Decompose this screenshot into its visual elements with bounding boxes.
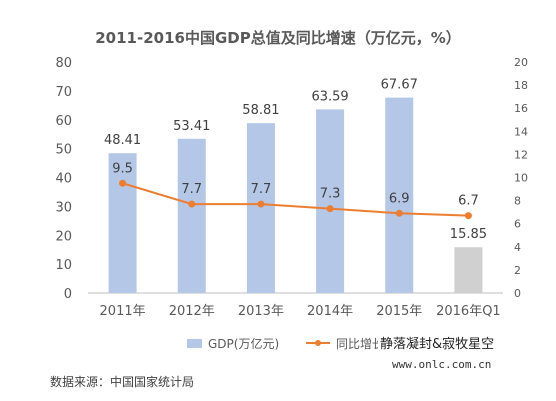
growth-point [464,212,472,220]
growth-point [119,179,127,187]
growth-point [257,200,265,208]
gdp-value-label: 48.41 [104,133,141,148]
right-y-tick-label: 16 [514,102,528,115]
growth-value-label: 7.7 [251,182,272,197]
growth-point [188,200,196,208]
source-note: 数据来源：中国国家统计局 [50,374,194,389]
growth-line: 9.5 7.7 7.7 7.3 6.9 6.7 [112,161,479,220]
gdp-bar [454,247,483,293]
growth-value-label: 7.7 [181,182,202,197]
watermark-line2: www.onlc.com.cn [392,358,491,371]
x-tick-label: 2016年Q1 [436,304,501,319]
left-y-tick-label: 50 [55,143,72,158]
gdp-bar [316,109,345,293]
left-y-axis: 0 10 20 30 40 50 60 70 80 [55,56,72,302]
legend-label-growth: 同比增长 [336,337,384,351]
gdp-value-label: 15.85 [450,227,487,242]
growth-value-label: 6.7 [458,194,479,209]
right-y-tick-label: 14 [514,125,528,138]
gdp-bar [177,138,206,293]
x-tick-label: 2013年 [238,304,284,319]
left-y-tick-label: 80 [55,56,72,71]
growth-value-label: 9.5 [112,161,133,176]
right-y-tick-label: 8 [514,195,521,208]
right-y-tick-label: 4 [514,241,521,254]
gdp-bar [385,97,414,293]
growth-value-label: 6.9 [389,191,410,206]
right-y-axis: 0 2 4 6 8 10 12 14 16 18 20 [514,56,528,300]
watermark-line1: 静落凝封&寂牧星空 [380,336,494,352]
left-y-tick-label: 30 [55,200,72,215]
x-tick-label: 2015年 [376,304,422,319]
legend-swatch-gdp [187,339,202,348]
gdp-value-label: 67.67 [381,78,418,93]
left-y-tick-label: 70 [55,85,72,100]
growth-point [395,209,403,217]
x-axis: 2011年 2012年 2013年 2014年 2015年 2016年Q1 [100,304,501,319]
left-y-tick-label: 60 [55,114,72,129]
right-y-tick-label: 0 [514,287,521,300]
growth-series-line [122,182,469,217]
right-y-tick-label: 2 [514,264,521,277]
growth-value-label: 7.3 [320,187,341,202]
growth-point [326,205,334,213]
gdp-value-label: 63.59 [311,89,348,104]
legend-marker-growth [315,340,321,346]
watermark-backing [378,333,528,373]
left-y-tick-label: 0 [64,287,72,302]
right-y-tick-label: 6 [514,218,521,231]
gdp-value-label: 53.41 [173,119,210,134]
gdp-value-label: 58.81 [242,103,279,118]
gdp-bar [108,153,137,293]
left-y-tick-label: 40 [55,172,72,187]
legend-label-gdp: GDP(万亿元) [208,336,279,351]
left-y-tick-label: 20 [55,229,72,244]
legend: GDP(万亿元) 同比增长 [187,336,384,351]
gdp-bars: 48.41 53.41 58.81 63.59 67.67 15.85 [104,78,487,293]
x-tick-label: 2011年 [100,304,146,319]
x-tick-label: 2012年 [169,304,215,319]
left-y-tick-label: 10 [55,258,72,273]
right-y-tick-label: 18 [514,79,528,92]
gdp-bar [246,123,275,293]
right-y-tick-label: 10 [514,172,528,185]
chart-title: 2011-2016中国GDP总值及同比增速（万亿元，%） [95,29,461,47]
right-y-tick-label: 12 [514,148,528,161]
right-y-tick-label: 20 [514,56,528,69]
x-tick-label: 2014年 [307,304,353,319]
